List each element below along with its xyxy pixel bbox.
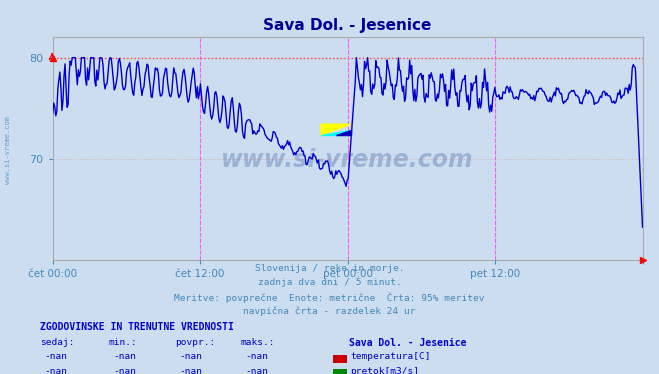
Text: povpr.:: povpr.: bbox=[175, 338, 215, 347]
Text: Meritve: povprečne  Enote: metrične  Črta: 95% meritev: Meritve: povprečne Enote: metrične Črta:… bbox=[174, 292, 485, 303]
Title: Sava Dol. - Jesenice: Sava Dol. - Jesenice bbox=[264, 18, 432, 33]
Polygon shape bbox=[336, 130, 351, 135]
Text: zadnja dva dni / 5 minut.: zadnja dva dni / 5 minut. bbox=[258, 278, 401, 287]
Text: -nan: -nan bbox=[180, 367, 202, 374]
Polygon shape bbox=[321, 130, 351, 135]
Polygon shape bbox=[321, 124, 351, 135]
Text: www.si-vreme.com: www.si-vreme.com bbox=[5, 116, 11, 184]
Text: -nan: -nan bbox=[114, 352, 136, 361]
Text: www.si-vreme.com: www.si-vreme.com bbox=[221, 148, 474, 172]
Text: min.:: min.: bbox=[109, 338, 138, 347]
Text: Slovenija / reke in morje.: Slovenija / reke in morje. bbox=[255, 264, 404, 273]
Text: pretok[m3/s]: pretok[m3/s] bbox=[351, 367, 420, 374]
Text: navpična črta - razdelek 24 ur: navpična črta - razdelek 24 ur bbox=[243, 306, 416, 316]
Text: -nan: -nan bbox=[180, 352, 202, 361]
Text: -nan: -nan bbox=[45, 352, 67, 361]
Text: ZGODOVINSKE IN TRENUTNE VREDNOSTI: ZGODOVINSKE IN TRENUTNE VREDNOSTI bbox=[40, 322, 233, 332]
Text: sedaj:: sedaj: bbox=[40, 338, 74, 347]
Text: -nan: -nan bbox=[246, 367, 268, 374]
Text: Sava Dol. - Jesenice: Sava Dol. - Jesenice bbox=[349, 338, 467, 348]
Text: -nan: -nan bbox=[246, 352, 268, 361]
Text: maks.:: maks.: bbox=[241, 338, 275, 347]
Text: -nan: -nan bbox=[114, 367, 136, 374]
Text: temperatura[C]: temperatura[C] bbox=[351, 352, 431, 361]
Text: -nan: -nan bbox=[45, 367, 67, 374]
